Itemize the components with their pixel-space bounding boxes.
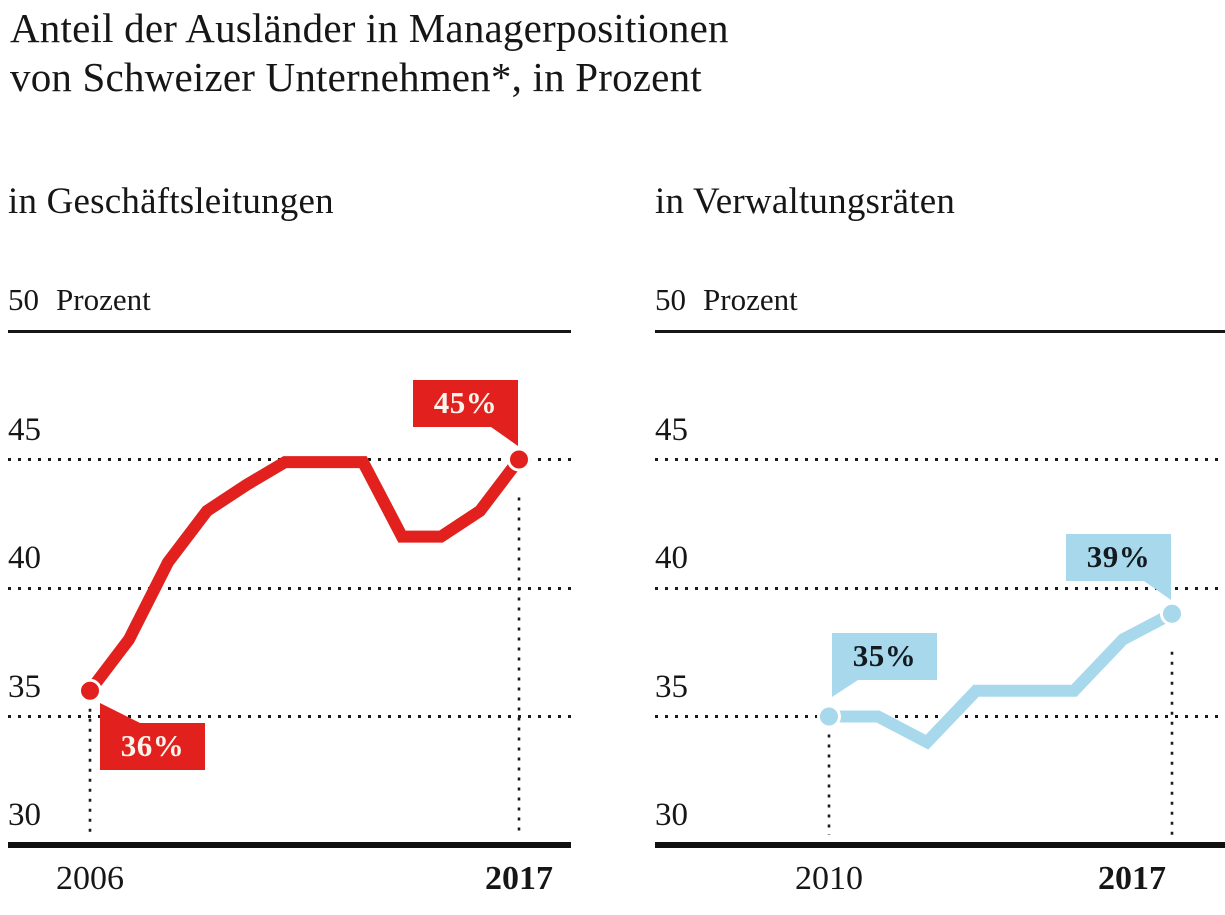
chart-subtitle-right: in Verwaltungsräten bbox=[655, 181, 956, 222]
data-label-callout-39pct: 39% bbox=[1066, 533, 1171, 600]
y-tick-label-30: 30 bbox=[8, 797, 41, 833]
x-axis-line bbox=[655, 842, 1225, 848]
callout-pointer bbox=[491, 426, 518, 446]
gridline-35 bbox=[655, 715, 1225, 718]
data-point-marker-2017 bbox=[1160, 601, 1184, 626]
x-tick-label-2006: 2006 bbox=[56, 860, 124, 897]
y-axis-header-left: 50 Prozent bbox=[8, 282, 151, 318]
gridline-40 bbox=[655, 586, 1225, 590]
gridline-45 bbox=[655, 458, 1225, 461]
y-axis-header-right: 50 Prozent bbox=[655, 282, 798, 318]
y-axis-max-tick: 50 bbox=[8, 282, 39, 317]
y-tick-label-35: 35 bbox=[8, 668, 41, 705]
x-tick-label-2017: 2017 bbox=[485, 860, 553, 897]
y-axis-unit-label: Prozent bbox=[703, 282, 798, 317]
x-axis-line bbox=[8, 842, 571, 848]
chart-geschaeftsleitungen: in Geschäftsleitungen 50 Prozent 45 40 35 30… bbox=[8, 180, 571, 915]
callout-pointer bbox=[100, 702, 140, 723]
data-label-callout-36pct: 36% bbox=[100, 702, 205, 770]
chart-title: Anteil der Ausländer in Managerpositione… bbox=[10, 4, 729, 102]
y-tick-label-40: 40 bbox=[655, 540, 688, 576]
y-tick-label-35: 35 bbox=[655, 668, 688, 705]
chart-verwaltungsraeten: in Verwaltungsräten 50 Prozent 45 40 35 30 35… bbox=[655, 180, 1225, 915]
gridline-35 bbox=[8, 715, 571, 718]
y-tick-label-40: 40 bbox=[8, 540, 41, 576]
y-tick-label-45: 45 bbox=[8, 411, 41, 448]
series-line bbox=[85, 455, 524, 695]
callout-pointer bbox=[832, 679, 858, 697]
callout-pointer bbox=[1144, 580, 1171, 600]
x-tick-label-2010: 2010 bbox=[795, 860, 863, 897]
data-label-callout-45pct: 45% bbox=[413, 379, 518, 446]
gridline-40 bbox=[8, 586, 571, 590]
chart-subtitle-left: in Geschäftsleitungen bbox=[8, 181, 334, 222]
chart-title-line1: Anteil der Ausländer in Managerpositione… bbox=[10, 5, 729, 51]
data-point-marker-2006 bbox=[78, 678, 102, 703]
y-axis-max-tick: 50 bbox=[655, 282, 686, 317]
chart-title-line2: von Schweizer Unternehmen*, in Prozent bbox=[10, 54, 702, 101]
plot-area bbox=[817, 601, 1184, 835]
x-tick-label-2017: 2017 bbox=[1098, 860, 1166, 897]
y-tick-label-30: 30 bbox=[655, 797, 688, 833]
data-label-callout-35pct: 35% bbox=[832, 632, 937, 697]
gridline-45 bbox=[8, 458, 571, 461]
y-axis-unit-label: Prozent bbox=[56, 282, 151, 317]
y-tick-label-45: 45 bbox=[655, 411, 688, 448]
y-axis-top-rule bbox=[655, 330, 1225, 333]
y-axis-top-rule bbox=[8, 330, 571, 333]
